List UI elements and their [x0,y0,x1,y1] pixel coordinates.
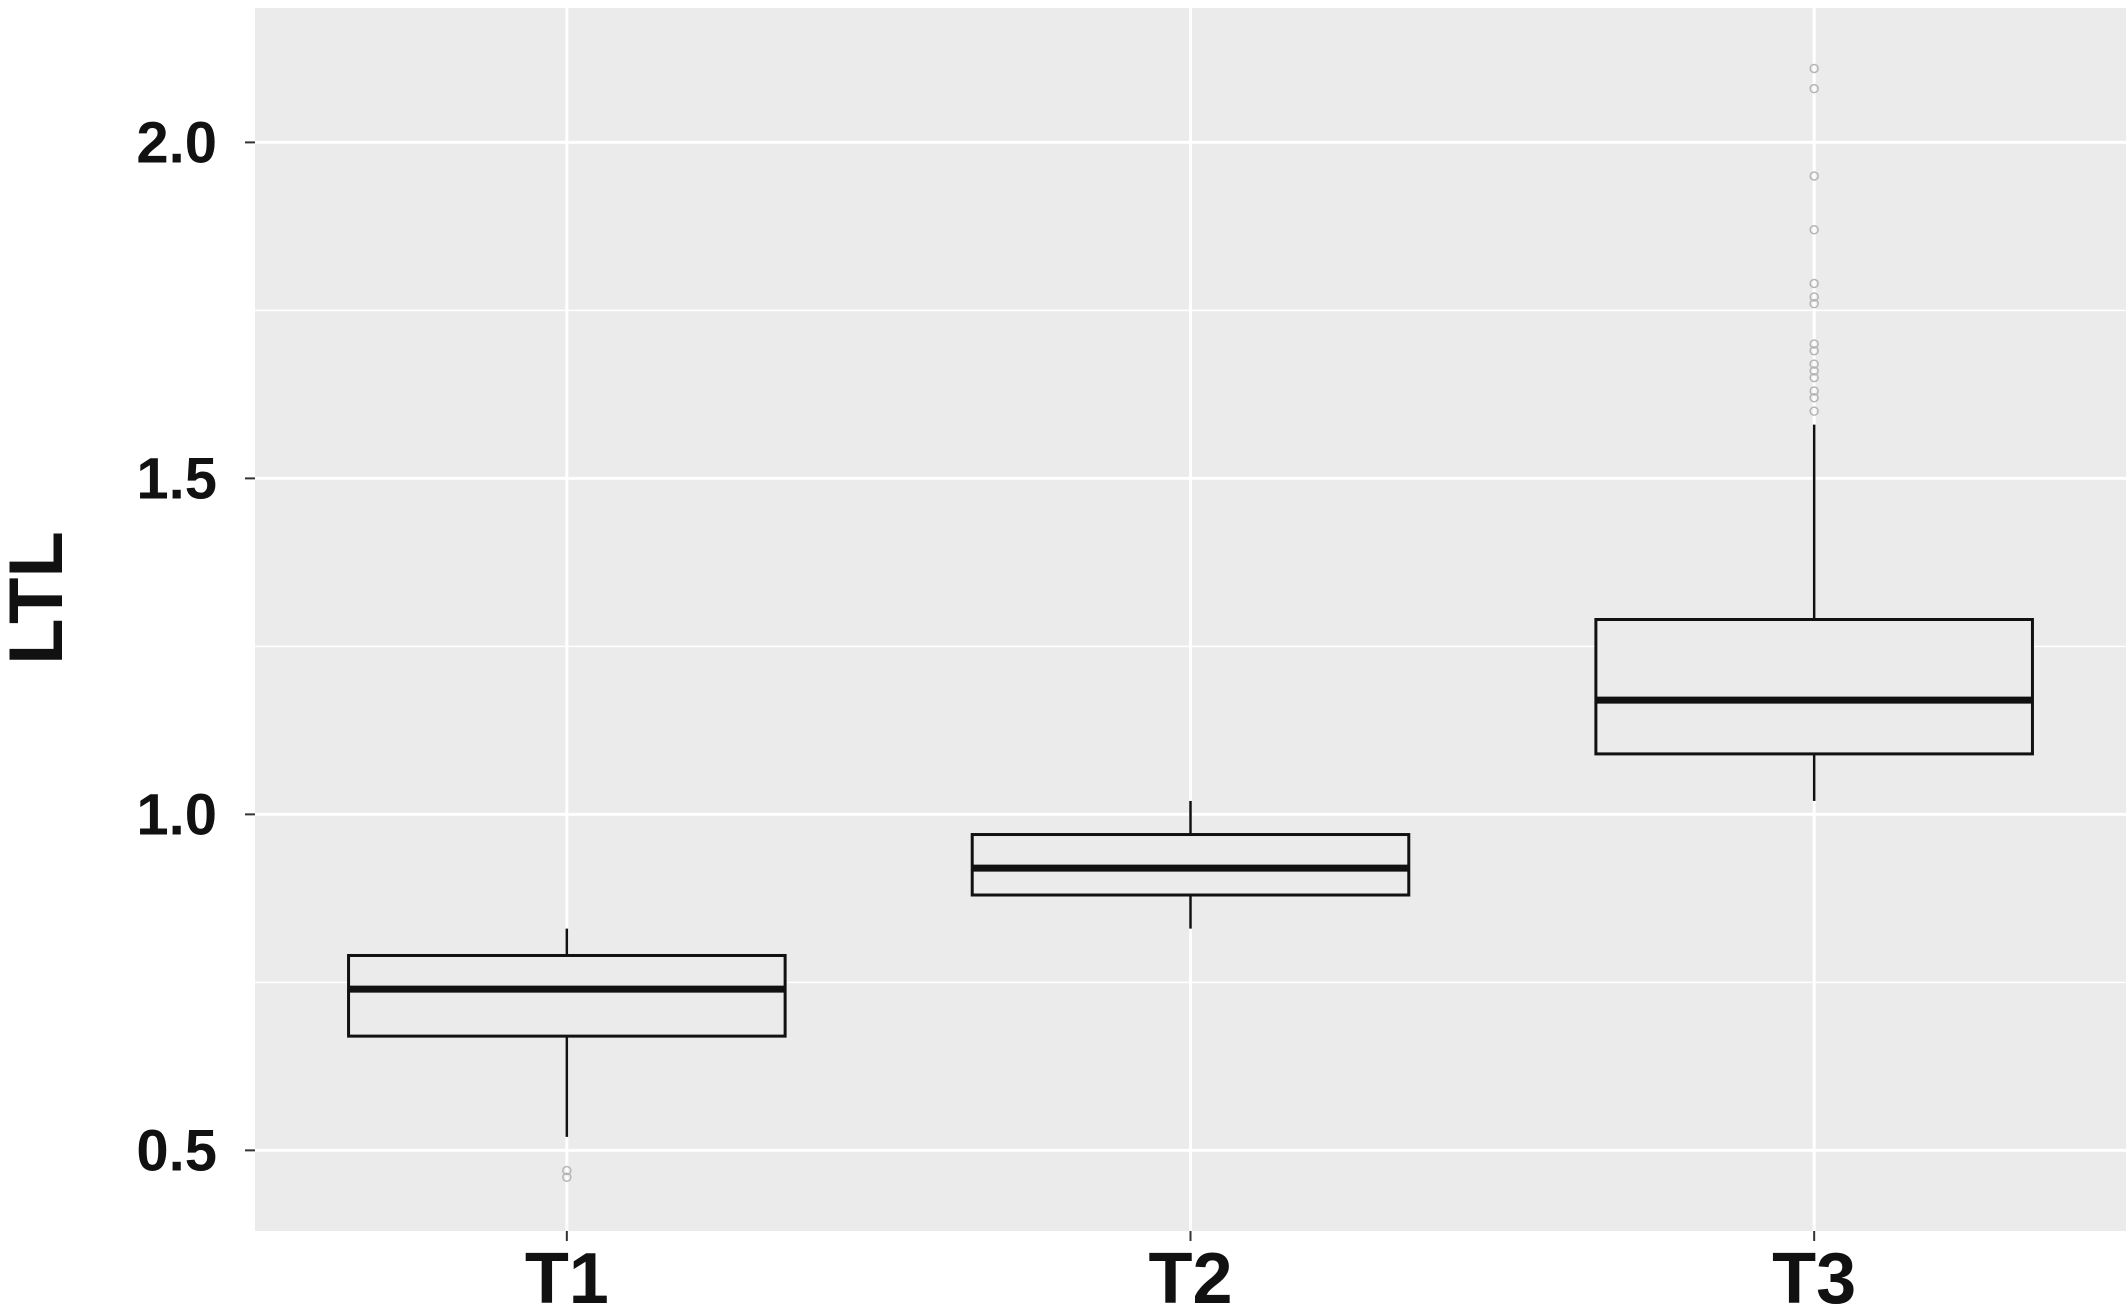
x-tick-label: T1 [525,1239,609,1311]
outlier-point [562,1172,572,1182]
y-tick-label: 1.5 [136,446,217,511]
box-T2 [970,800,1411,929]
outlier-point [1809,63,1819,74]
outlier-point [1809,366,1819,376]
outlier-point [1809,298,1819,309]
box-T3 [1594,63,2034,801]
outlier-point [1809,392,1819,403]
y-tick-label: 0.5 [136,1118,217,1183]
outlier-point [1809,292,1819,302]
outlier-point [562,1165,572,1176]
outlier-point [1809,386,1819,396]
box-T1 [347,928,787,1182]
box-iqr [347,953,787,1038]
box-iqr [1594,618,2034,756]
outlier-point [1809,339,1819,349]
x-axis-ticks: T1 T2 T3 [525,1231,1856,1311]
outlier-point [1809,345,1819,356]
y-tick-label: 1.0 [136,782,217,847]
outlier-point [1809,406,1819,416]
outlier-point [1809,372,1819,383]
y-axis-label: LTL [0,531,79,665]
y-axis-ticks: 0.5 1.0 1.5 2.0 [136,110,255,1183]
outlier-point [1809,171,1819,181]
outlier-point [1809,225,1819,235]
x-tick-label: T3 [1772,1239,1856,1311]
outlier-point [1809,83,1819,94]
x-tick-label: T2 [1148,1239,1232,1311]
outlier-point [1809,278,1819,289]
outlier-point [1809,359,1819,369]
y-tick-label: 2.0 [136,110,217,175]
boxes-layer [347,63,2034,1182]
